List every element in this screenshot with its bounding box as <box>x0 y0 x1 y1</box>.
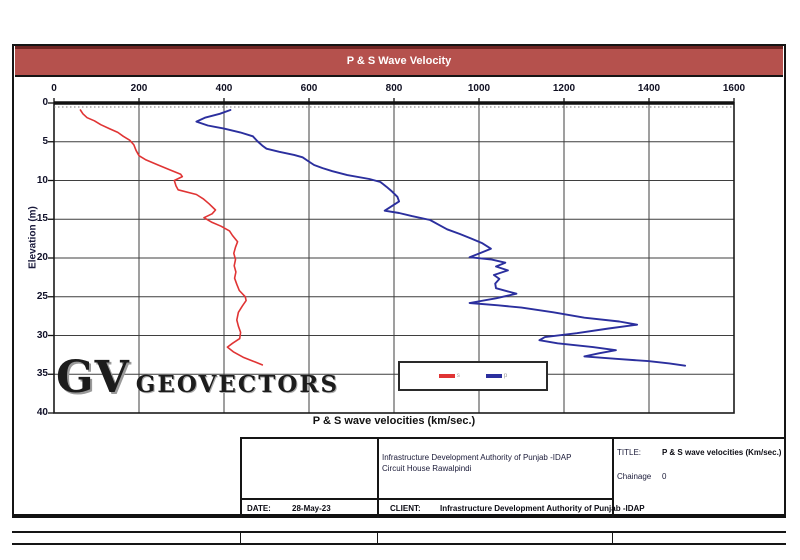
x-tick-label: 1000 <box>467 83 491 94</box>
x-tick-label: 200 <box>130 83 148 94</box>
title-block-divider-2 <box>377 437 379 518</box>
legend-item-p: p <box>485 373 508 379</box>
bottom-strip-divider-3 <box>612 531 613 545</box>
chart-title: P & S Wave Velocity <box>346 55 452 67</box>
y-tick-label: 10 <box>36 174 48 186</box>
s-wave-curve <box>79 109 264 366</box>
date-value: 28-May-23 <box>292 504 331 513</box>
x-axis-title: P & S wave velocities (km/sec.) <box>312 415 476 427</box>
document-frame <box>12 44 786 518</box>
y-tick-label: 30 <box>36 329 48 341</box>
x-tick-label: 800 <box>385 83 403 94</box>
chainage-label: Chainage <box>617 472 652 481</box>
y-tick-label: 5 <box>42 135 48 147</box>
p-wave-curve <box>195 109 687 367</box>
p-wave-legend-swatch <box>485 374 502 378</box>
client-label: CLIENT: <box>390 504 421 513</box>
legend-box: s p <box>398 361 548 391</box>
title-block-divider-3 <box>612 437 614 518</box>
x-tick-label: 0 <box>51 83 57 94</box>
x-tick-label: 400 <box>215 83 233 94</box>
logo: GV GEOVECTORS <box>56 352 337 408</box>
y-tick-label: 40 <box>36 407 48 418</box>
company-line2: Circuit House Rawalpindi <box>382 464 472 473</box>
plot-svg <box>48 98 735 414</box>
bottom-strip-divider-2 <box>377 531 378 545</box>
bottom-strip-row <box>12 531 786 545</box>
title-block-row-line <box>240 498 614 500</box>
title-block-top-line <box>240 437 786 439</box>
y-tick-label: 15 <box>36 213 48 225</box>
logo-monogram: GV <box>56 352 130 403</box>
s-wave-legend-label: s <box>456 373 460 379</box>
s-wave-legend-swatch <box>438 374 455 378</box>
company-address-cell: Infrastructure Development Authority of … <box>382 452 607 474</box>
title-value: P & S wave velocities (Km/sec.) <box>662 448 782 457</box>
bottom-strip-divider-1 <box>240 531 241 545</box>
x-tick-label: 1200 <box>552 83 576 94</box>
y-tick-label: 35 <box>36 368 48 380</box>
y-axis-title: Elevation (m) <box>27 206 39 269</box>
logo-name: GEOVECTORS <box>135 371 340 398</box>
y-tick-label: 25 <box>36 290 48 302</box>
title-block-divider-1 <box>240 437 242 518</box>
x-tick-label: 1400 <box>637 83 661 94</box>
y-tick-label: 20 <box>36 252 48 263</box>
y-tick-label: 0 <box>42 97 48 108</box>
x-tick-label: 1600 <box>722 83 746 94</box>
chart-title-bar: P & S Wave Velocity <box>15 46 783 77</box>
date-label: DATE: <box>247 504 271 513</box>
client-value: Infrastructure Development Authority of … <box>440 504 645 513</box>
title-label: TITLE: <box>617 448 642 457</box>
chainage-value: 0 <box>662 472 667 481</box>
company-line1: Infrastructure Development Authority of … <box>382 453 572 462</box>
legend-item-s: s <box>438 373 460 379</box>
x-tick-label: 600 <box>300 83 318 94</box>
p-wave-legend-label: p <box>503 373 508 379</box>
